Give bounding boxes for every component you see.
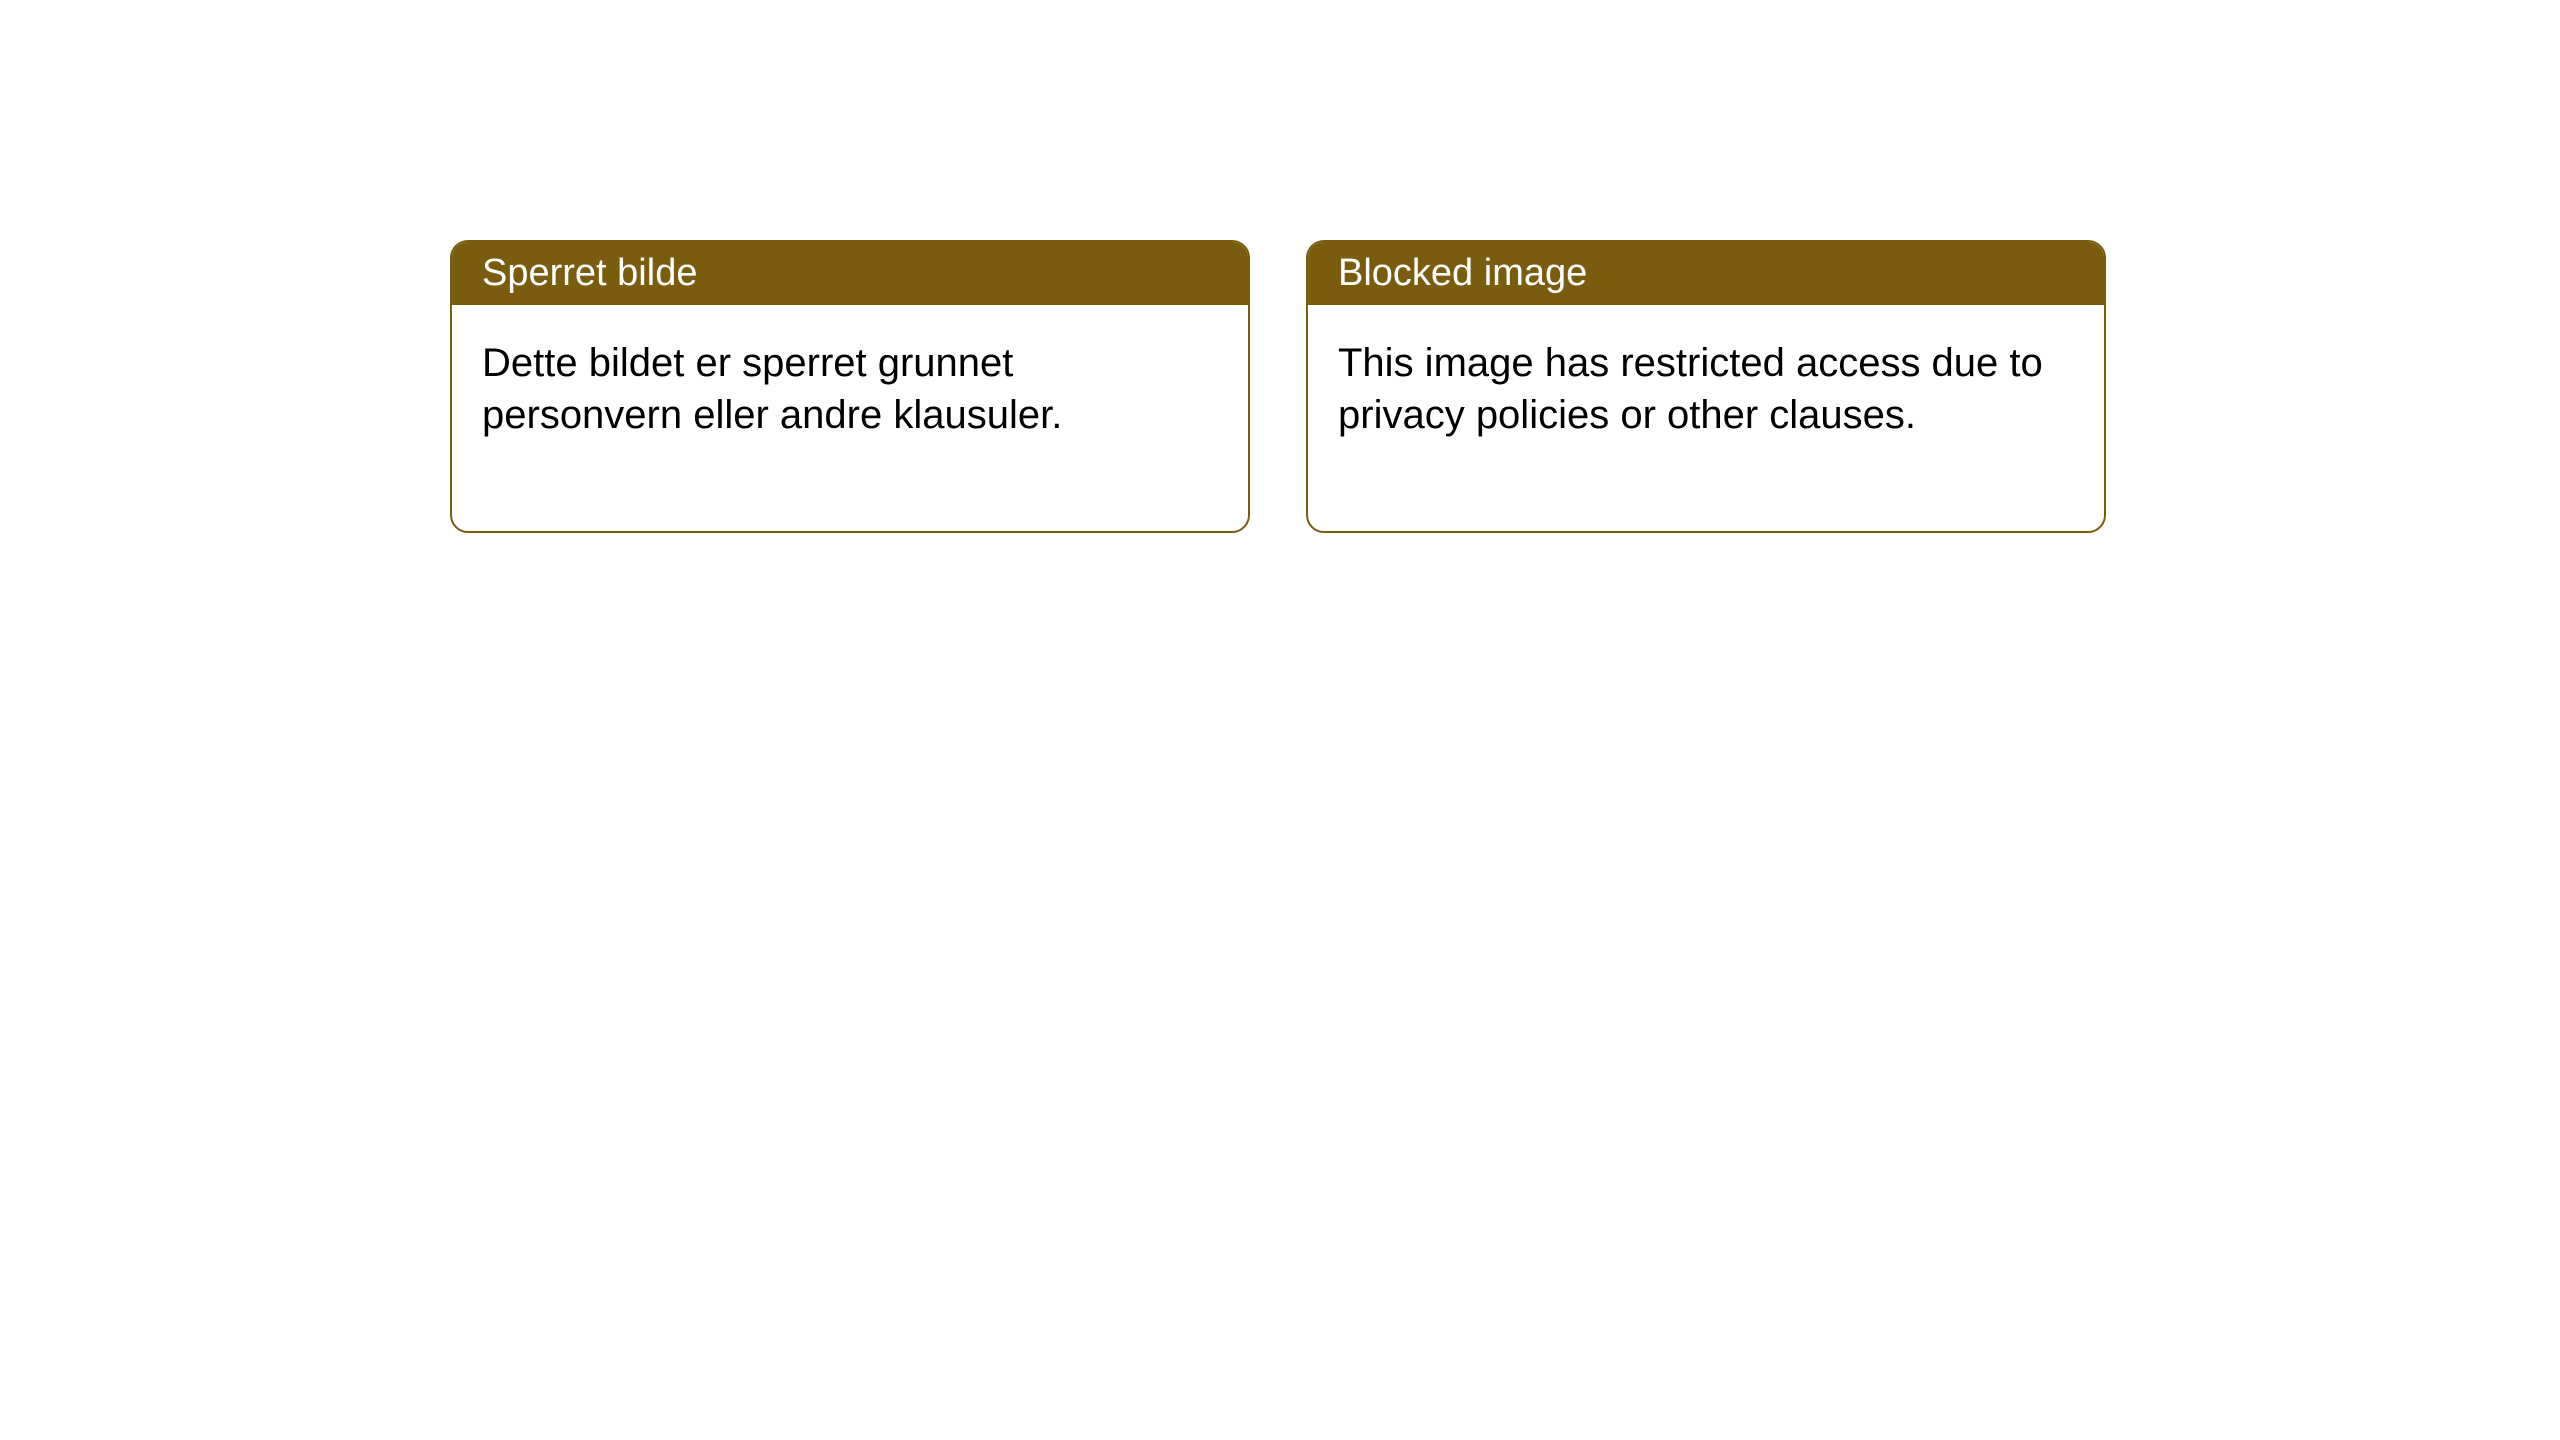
notice-card-english: Blocked image This image has restricted … [1306, 240, 2106, 533]
card-title: Sperret bilde [482, 252, 697, 294]
card-title: Blocked image [1338, 252, 1587, 294]
card-header: Blocked image [1308, 242, 2104, 305]
notice-card-norwegian: Sperret bilde Dette bildet er sperret gr… [450, 240, 1250, 533]
notice-container: Sperret bilde Dette bildet er sperret gr… [450, 240, 2106, 533]
card-body-text: This image has restricted access due to … [1338, 341, 2043, 437]
card-header: Sperret bilde [452, 242, 1248, 305]
card-body: Dette bildet er sperret grunnet personve… [452, 305, 1248, 531]
card-body: This image has restricted access due to … [1308, 305, 2104, 531]
card-body-text: Dette bildet er sperret grunnet personve… [482, 341, 1062, 437]
